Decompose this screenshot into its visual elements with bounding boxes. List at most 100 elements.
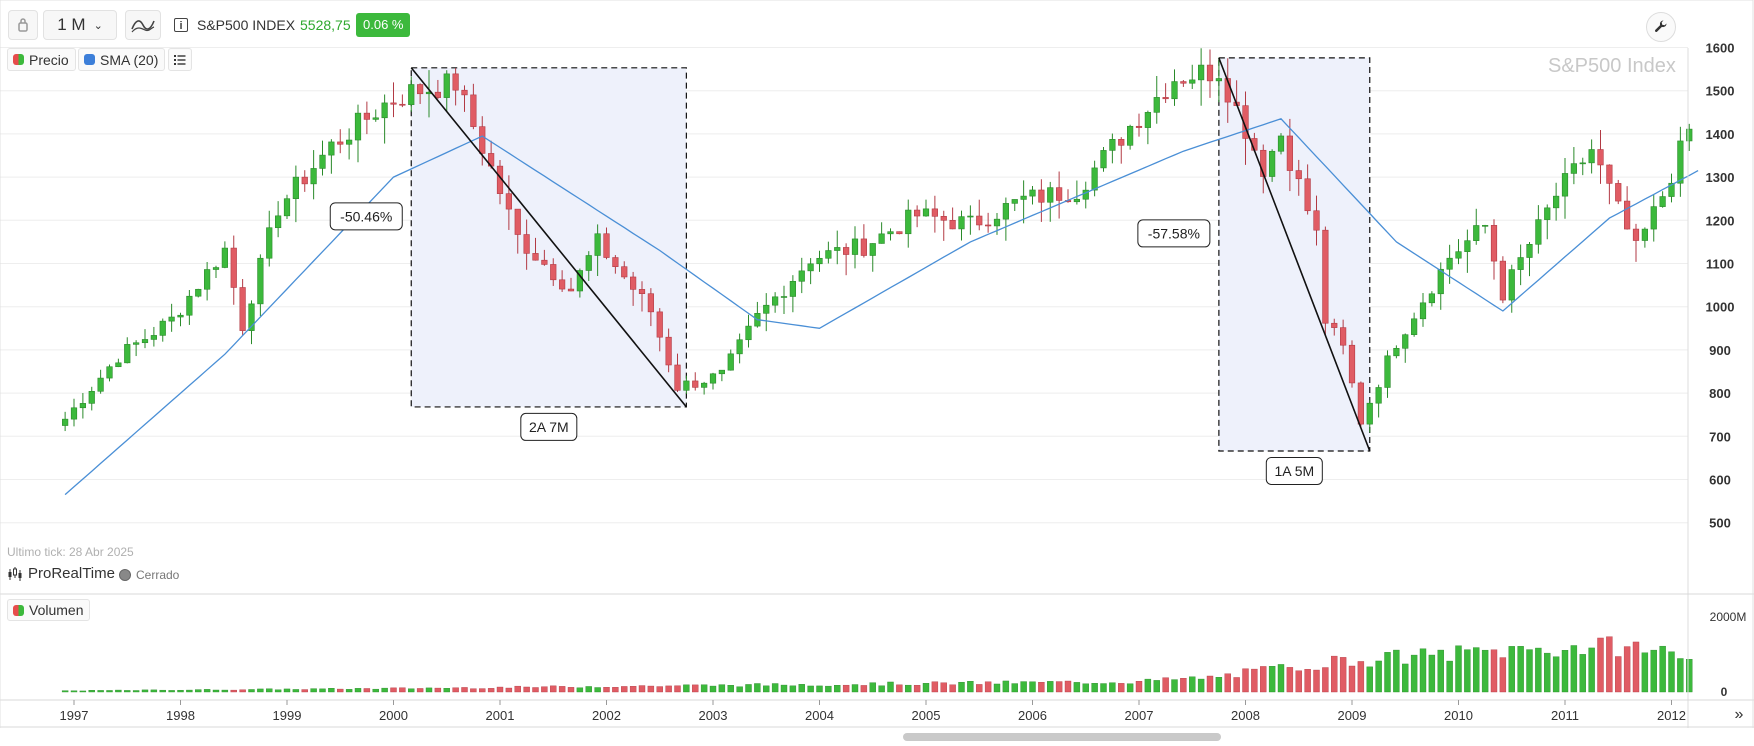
candle-body — [630, 276, 637, 290]
volume-bar — [834, 685, 841, 693]
legend-price[interactable]: Precio — [7, 48, 76, 71]
candle-body — [1411, 318, 1418, 335]
drawdown-line — [410, 67, 687, 408]
candle-body — [851, 238, 859, 255]
candle-body — [701, 382, 708, 388]
time-tick-label: 2012 — [1657, 708, 1686, 723]
volume-bar — [816, 685, 823, 693]
volume-bar — [88, 690, 95, 693]
volume-bar — [195, 689, 202, 693]
volume-bar — [1180, 678, 1187, 693]
candle-body — [1659, 196, 1666, 207]
volume-bar — [61, 690, 69, 693]
candle-body — [1180, 81, 1187, 84]
volume-bar — [647, 685, 655, 693]
scrollbar-thumb[interactable] — [903, 733, 1221, 741]
legend-list-button[interactable] — [168, 48, 192, 71]
volume-swatch — [13, 604, 24, 616]
candle-body — [772, 296, 779, 306]
volume-bar — [79, 690, 87, 693]
volume-bar — [514, 685, 521, 693]
candle-body — [443, 73, 450, 98]
candles-icon — [8, 566, 22, 581]
candle-body — [186, 295, 193, 316]
candle-body — [266, 227, 273, 259]
sma-line — [64, 118, 1699, 496]
indicators-button[interactable] — [125, 10, 161, 40]
volume-bar — [1588, 647, 1595, 693]
candle-body — [1624, 200, 1631, 230]
volume-bar — [692, 684, 699, 693]
candle-body — [789, 280, 796, 297]
volume-bar — [1437, 649, 1444, 693]
candle-body — [1029, 189, 1036, 197]
volume-bar — [1064, 680, 1072, 693]
candle-body — [878, 233, 885, 244]
horizontal-scrollbar[interactable] — [0, 728, 1754, 746]
volume-bar — [434, 687, 442, 693]
candle-body — [150, 335, 157, 340]
status-dot — [119, 569, 131, 581]
volume-bar — [541, 686, 548, 693]
candle-body — [1011, 199, 1018, 204]
candle-body — [523, 234, 530, 254]
time-tick-label: 2004 — [805, 708, 834, 723]
volume-bar — [1197, 678, 1205, 693]
drawdown-pct-label: -50.46% — [329, 202, 403, 231]
volume-bar — [825, 685, 832, 693]
info-icon[interactable]: i — [174, 18, 188, 32]
period-selector[interactable]: 1 M ⌄ — [43, 10, 117, 40]
volume-bar — [993, 683, 1001, 693]
candle-body — [683, 380, 690, 391]
candle-body — [346, 139, 353, 145]
volume-bar — [1570, 645, 1578, 693]
candle-body — [1597, 149, 1604, 166]
legend-sma[interactable]: SMA (20) — [78, 48, 166, 71]
volume-bar — [860, 685, 868, 693]
drawdown-annotations: -50.46% 2A 7M -57.58% 1A 5M — [329, 57, 1371, 485]
lock-button[interactable] — [8, 10, 38, 40]
candle-body — [1135, 125, 1143, 128]
brand-name: ProRealTime — [28, 565, 115, 582]
settings-button[interactable] — [1646, 12, 1676, 42]
volume-bar — [70, 690, 78, 693]
candle-body — [1553, 195, 1560, 209]
volume-bar — [408, 688, 415, 693]
scroll-right-button[interactable]: » — [1726, 703, 1752, 727]
candle-body — [1277, 135, 1285, 152]
candle-body — [780, 296, 788, 298]
candle-body — [1127, 125, 1134, 146]
volume-bar — [452, 687, 459, 693]
candle-body — [727, 353, 734, 371]
volume-bar — [1561, 650, 1569, 693]
volume-bar — [1579, 654, 1586, 693]
volume-bar — [150, 689, 158, 693]
volume-bar — [1366, 666, 1373, 693]
volume-bar — [1446, 660, 1453, 693]
volume-bar — [1481, 649, 1489, 693]
volume-bar — [1375, 660, 1382, 693]
candle-body — [230, 247, 237, 288]
volume-bar — [1455, 645, 1462, 693]
volume-bar — [319, 688, 326, 693]
candle-body — [621, 266, 628, 278]
candle-body — [914, 209, 921, 217]
candle-body — [1526, 243, 1533, 258]
candle-body — [124, 344, 131, 364]
candle-body — [1499, 260, 1506, 301]
volume-bar — [1623, 646, 1631, 693]
volume-bar — [807, 685, 814, 693]
last-price: 5528,75 — [300, 17, 351, 33]
volume-bar — [1242, 668, 1249, 693]
candle-body — [1446, 257, 1453, 270]
volume-bar — [1224, 673, 1231, 693]
volume-bar — [1393, 649, 1400, 693]
candle-body — [843, 247, 850, 255]
legend-volume[interactable]: Volumen — [7, 599, 91, 621]
volume-bar — [1233, 677, 1240, 693]
volume-bar — [532, 687, 539, 693]
price-tick-label: 500 — [1709, 516, 1731, 531]
volume-bar — [1055, 681, 1063, 693]
